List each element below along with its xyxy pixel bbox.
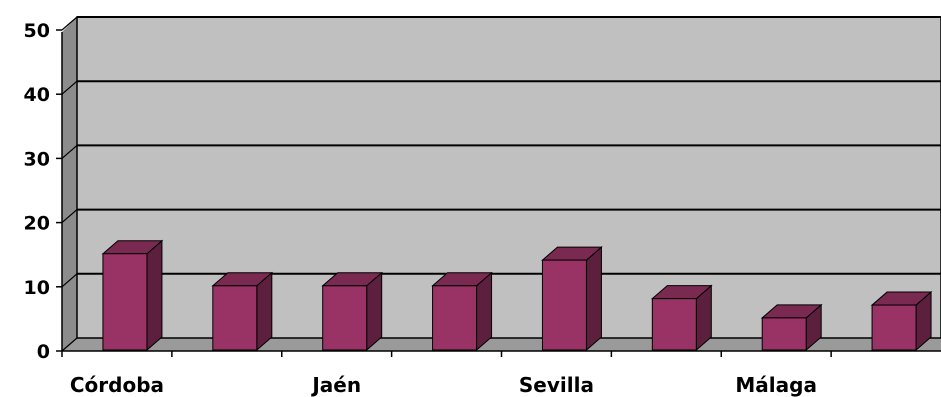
bar bbox=[103, 254, 147, 350]
bar bbox=[762, 318, 806, 350]
plot-back-wall bbox=[77, 17, 941, 338]
left-wall bbox=[62, 17, 77, 351]
x-category-label: Málaga bbox=[735, 373, 817, 397]
bar bbox=[542, 260, 586, 350]
bar bbox=[433, 286, 477, 350]
x-category-label: Jaén bbox=[310, 373, 361, 397]
bar bbox=[652, 299, 696, 350]
y-tick-label: 30 bbox=[24, 148, 50, 170]
y-tick-label: 50 bbox=[24, 20, 50, 42]
x-category-label: Córdoba bbox=[70, 373, 164, 397]
y-tick-label: 40 bbox=[24, 84, 50, 106]
y-tick-label: 0 bbox=[37, 341, 50, 363]
bar bbox=[323, 286, 367, 350]
y-tick-label: 20 bbox=[24, 213, 50, 235]
bar-side bbox=[147, 241, 162, 350]
bar bbox=[213, 286, 257, 350]
bar-side bbox=[586, 247, 601, 350]
y-tick-label: 10 bbox=[24, 277, 50, 299]
bar bbox=[872, 305, 916, 350]
x-category-label: Sevilla bbox=[519, 373, 594, 397]
